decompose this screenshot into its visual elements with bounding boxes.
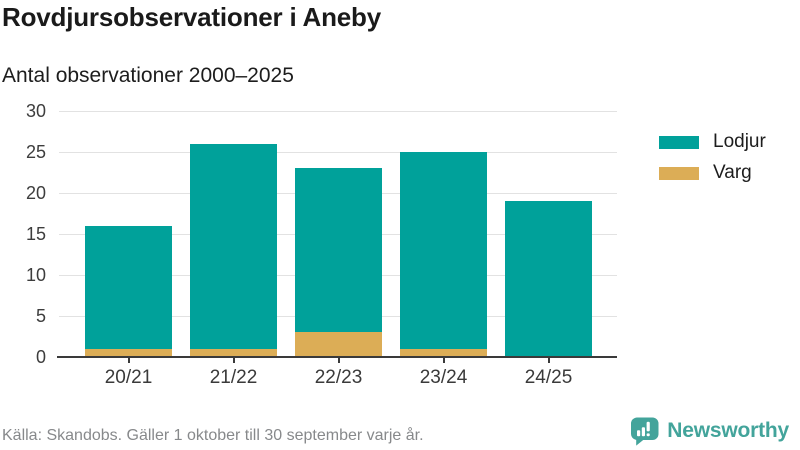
gridline-25 <box>59 151 617 153</box>
y-tick-label-30: 30 <box>25 101 46 121</box>
bar-segment-varg-21-22[interactable] <box>190 348 277 357</box>
x-tick-label-21-22: 21/22 <box>209 367 258 388</box>
bar-segment-lodjur-23-24[interactable] <box>400 152 487 349</box>
x-tick-label-23-24: 23/24 <box>419 367 468 388</box>
x-tick-label-24-25: 24/25 <box>524 367 573 388</box>
legend: Lodjur Varg <box>659 131 766 193</box>
y-tick-label-20: 20 <box>25 183 46 203</box>
x-tick-23-24 <box>442 358 445 363</box>
bar-segment-lodjur-22-23[interactable] <box>295 168 382 333</box>
newsworthy-bubble-chart-icon <box>631 417 659 446</box>
bar-segment-lodjur-21-22[interactable] <box>190 143 277 349</box>
y-tick-label-15: 15 <box>25 224 46 244</box>
x-tick-label-20-21: 20/21 <box>104 367 153 388</box>
y-tick-label-25: 25 <box>25 142 46 162</box>
x-tick-label-22-23: 22/23 <box>314 367 363 388</box>
bar-segment-varg-23-24[interactable] <box>400 348 487 357</box>
legend-item-lodjur: Lodjur <box>659 131 766 153</box>
x-tick-22-23 <box>337 358 340 363</box>
chart-title: Rovdjursobservationer i Aneby <box>2 2 381 32</box>
bar-22-23 <box>295 168 382 357</box>
x-axis-line <box>57 356 617 358</box>
y-tick-label-5: 5 <box>35 306 46 326</box>
y-tick-label-0: 0 <box>35 347 46 367</box>
bar-segment-lodjur-24-25[interactable] <box>505 201 592 357</box>
legend-label-varg: Varg <box>713 162 752 183</box>
x-tick-20-21 <box>127 358 130 363</box>
bar-20-21 <box>85 225 172 357</box>
bar-23-24 <box>400 152 487 357</box>
y-tick-label-10: 10 <box>25 265 46 285</box>
bar-segment-lodjur-20-21[interactable] <box>85 225 172 349</box>
legend-label-lodjur: Lodjur <box>713 131 766 152</box>
bar-segment-varg-20-21[interactable] <box>85 348 172 357</box>
x-tick-21-22 <box>232 358 235 363</box>
source-note: Källa: Skandobs. Gäller 1 oktober till 3… <box>2 427 424 444</box>
newsworthy-logo[interactable]: Newsworthy <box>629 416 789 446</box>
bar-21-22 <box>190 143 277 357</box>
legend-item-varg: Varg <box>659 162 766 184</box>
y-axis-labels: 0 5 10 15 20 25 30 <box>0 101 46 367</box>
legend-swatch-varg <box>659 166 699 180</box>
newsworthy-wordmark: Newsworthy <box>667 419 789 442</box>
plot-area: 20/21 21/22 22/23 23/24 24/25 <box>57 110 617 388</box>
bar-24-25 <box>505 201 592 357</box>
legend-swatch-lodjur <box>659 135 699 149</box>
x-tick-24-25 <box>547 358 550 363</box>
bar-segment-varg-22-23[interactable] <box>295 332 382 357</box>
chart-subtitle: Antal observationer 2000–2025 <box>2 64 294 87</box>
gridline-30 <box>59 110 617 112</box>
